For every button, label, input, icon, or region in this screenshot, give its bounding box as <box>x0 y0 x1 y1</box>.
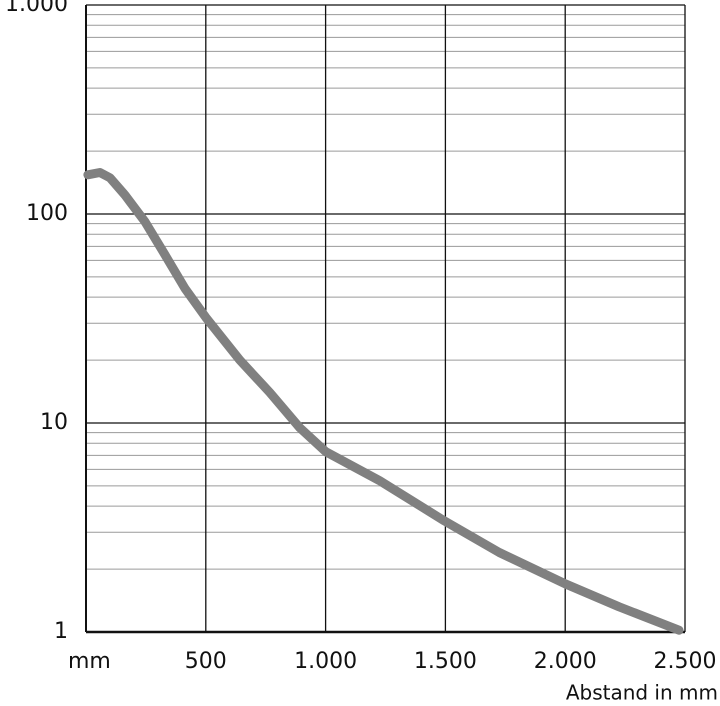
y-tick-label: 100 <box>26 201 68 226</box>
x-tick-label: 2.500 <box>654 649 717 674</box>
x-tick-label: 1.000 <box>294 649 357 674</box>
y-tick-label: 1.000 <box>5 0 68 17</box>
x-tick-label: mm <box>68 649 111 674</box>
x-tick-label: 500 <box>185 649 227 674</box>
data-line <box>83 168 684 635</box>
y-tick-label: 1 <box>54 619 68 644</box>
y-tick-label: 10 <box>40 410 68 435</box>
x-tick-label: 1.500 <box>414 649 477 674</box>
x-axis-label: Abstand in mm <box>566 681 718 705</box>
x-tick-label: 2.000 <box>534 649 597 674</box>
